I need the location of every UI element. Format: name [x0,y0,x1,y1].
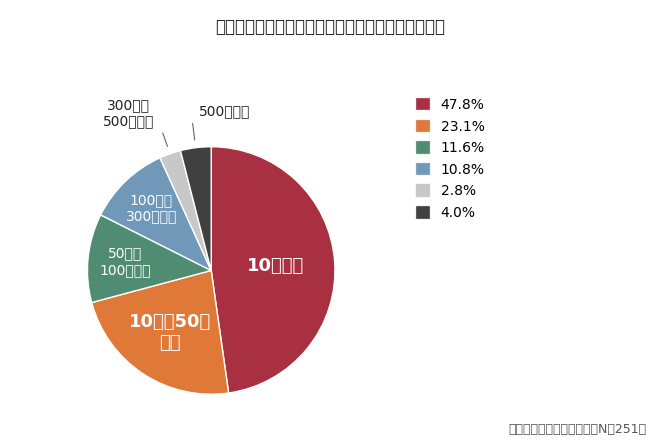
Wedge shape [211,147,335,393]
Text: あなたの会社の年間の採用人数をお答えください。: あなたの会社の年間の採用人数をお答えください。 [215,18,445,36]
Text: 500人以上: 500人以上 [199,104,250,118]
Wedge shape [100,158,211,271]
Text: 10人〜50人
未満: 10人〜50人 未満 [129,313,211,352]
Legend: 47.8%, 23.1%, 11.6%, 10.8%, 2.8%, 4.0%: 47.8%, 23.1%, 11.6%, 10.8%, 2.8%, 4.0% [416,98,485,220]
Text: 50人〜
100人未満: 50人〜 100人未満 [99,247,150,277]
Text: 100人〜
300人未満: 100人〜 300人未満 [125,193,177,223]
Wedge shape [88,215,211,303]
Text: マンパワーグループ調べ（N＝251）: マンパワーグループ調べ（N＝251） [509,423,647,436]
Wedge shape [180,147,211,271]
Text: 300人〜
500人未満: 300人〜 500人未満 [103,98,154,128]
Wedge shape [160,150,211,271]
Wedge shape [92,271,228,394]
Text: 10人未満: 10人未満 [247,257,304,275]
